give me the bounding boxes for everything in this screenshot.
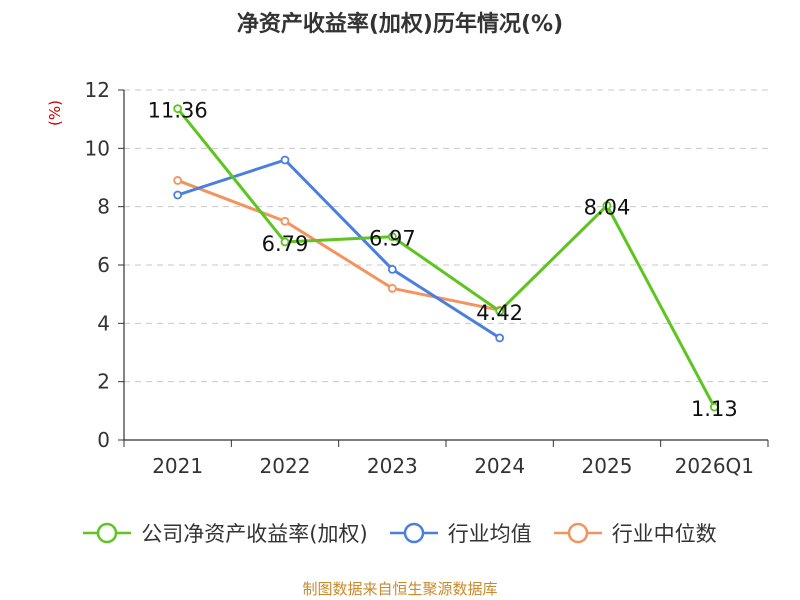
data-point <box>709 402 719 412</box>
data-point <box>173 104 183 114</box>
series-line <box>177 179 500 312</box>
data-label: 6.97 <box>369 227 416 251</box>
data-point <box>495 306 505 316</box>
series-1 <box>173 155 505 343</box>
data-label: 11.36 <box>148 99 208 123</box>
axes: 0 2 4 6 8 10 12 2021 2022 2023 2024 2025 2026Q1 <box>85 78 769 478</box>
series-lines <box>173 104 719 412</box>
data-label: 6.79 <box>262 232 309 256</box>
legend-label: 行业均值 <box>447 522 532 546</box>
legend-swatch-icon <box>389 522 438 544</box>
legend-item[interactable]: 行业中位数 <box>553 518 717 548</box>
legend-swatch-marker <box>403 522 424 544</box>
series-line <box>177 158 501 340</box>
y-tick-label: 8 <box>97 195 110 219</box>
legend-label: 公司净资产收益率(加权) <box>141 522 368 546</box>
grid-lines <box>124 89 768 383</box>
series-line <box>176 107 716 408</box>
y-tick-label: 12 <box>85 78 110 102</box>
data-point <box>602 201 612 210</box>
legend-label: 行业中位数 <box>611 522 717 546</box>
x-tick-label: 2025 <box>582 454 633 478</box>
data-point <box>495 333 505 343</box>
y-tick-label: 6 <box>97 253 110 277</box>
y-tick-label: 2 <box>97 370 110 394</box>
legend-item[interactable]: 行业均值 <box>389 518 532 548</box>
legend-swatch-icon <box>83 522 132 544</box>
data-point <box>387 232 397 242</box>
data-label: 4.42 <box>476 301 523 325</box>
legend-swatch-icon <box>553 522 602 544</box>
y-tick-label: 4 <box>97 311 110 335</box>
data-labels: 11.36 6.79 6.97 4.42 8.04 1.13 <box>148 99 738 421</box>
data-point <box>280 237 290 247</box>
x-tick-label: 2022 <box>260 454 311 478</box>
chart-title: 净资产收益率(加权)历年情况(%) <box>236 12 564 37</box>
legend-swatch-marker <box>97 522 118 544</box>
legend: 公司净资产收益率(加权) 行业均值 行业中位数 <box>0 518 800 548</box>
data-point <box>173 176 183 185</box>
x-tick-label: 2024 <box>474 454 525 478</box>
data-point <box>280 216 290 226</box>
data-point <box>387 264 397 274</box>
series-0 <box>173 104 719 412</box>
data-source-note: 制图数据来自恒生聚源数据库 <box>302 580 498 598</box>
data-point <box>387 283 397 293</box>
x-tick-label: 2026Q1 <box>675 454 754 478</box>
legend-item[interactable]: 公司净资产收益率(加权) <box>83 518 368 548</box>
data-point <box>280 155 290 165</box>
legend-swatch-marker <box>567 522 588 544</box>
data-label: 8.04 <box>584 196 631 220</box>
series-2 <box>173 176 505 315</box>
data-point <box>173 190 183 200</box>
x-tick-label: 2021 <box>152 454 203 478</box>
y-tick-label: 10 <box>85 136 110 160</box>
data-label: 1.13 <box>691 397 738 421</box>
x-tick-label: 2023 <box>367 454 418 478</box>
y-tick-label: 0 <box>97 428 110 452</box>
